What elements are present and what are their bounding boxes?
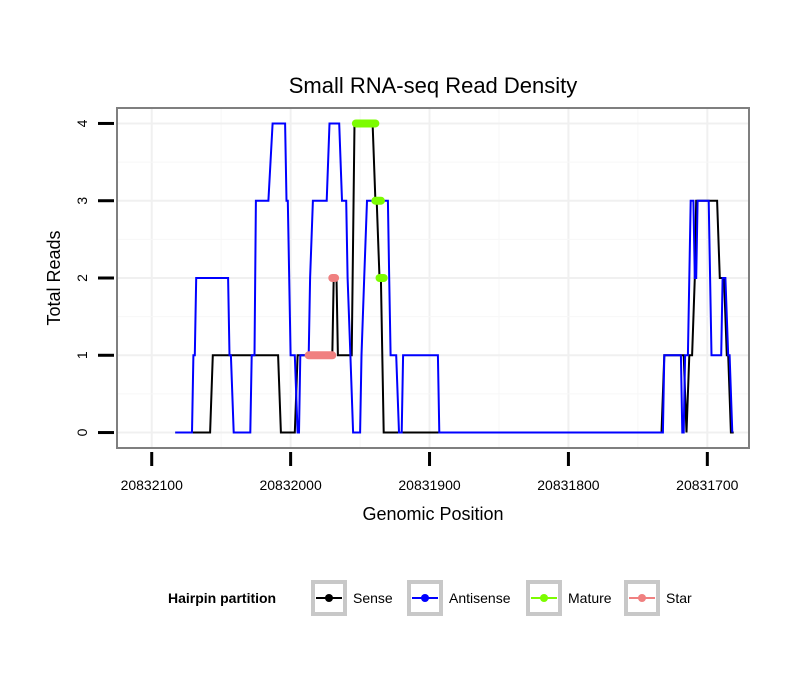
series-layer <box>175 119 734 434</box>
x-tick-label: 20831900 <box>398 477 461 493</box>
series-sense-line <box>175 122 734 434</box>
y-tick-label: 0 <box>74 428 90 436</box>
x-tick-label: 20831700 <box>676 477 739 493</box>
y-axis-title: Total Reads <box>44 230 64 325</box>
legend-label-sense: Sense <box>353 590 393 606</box>
x-tick-label: 20831800 <box>537 477 600 493</box>
legend-title: Hairpin partition <box>168 590 276 606</box>
legend-label-mature: Mature <box>568 590 612 606</box>
chart-title: Small RNA-seq Read Density <box>289 73 578 98</box>
legend-key-mature-dot <box>540 594 548 602</box>
legend-key-sense-dot <box>325 594 333 602</box>
legend-key-antisense-dot <box>421 594 429 602</box>
legend: Hairpin partition Sense Antisense Mature St… <box>168 580 692 616</box>
plot-border <box>116 107 750 449</box>
y-tick-label: 2 <box>74 274 90 282</box>
legend-label-star: Star <box>666 590 692 606</box>
x-tick-label: 20832000 <box>259 477 322 493</box>
y-tick-label: 1 <box>74 351 90 359</box>
y-tick-label: 3 <box>74 197 90 205</box>
y-axis: 0 1 2 3 4 <box>74 119 114 436</box>
y-tick-label: 4 <box>74 119 90 127</box>
x-axis-title: Genomic Position <box>362 504 503 524</box>
legend-key-star-dot <box>638 594 646 602</box>
legend-label-antisense: Antisense <box>449 590 511 606</box>
x-tick-label: 20832100 <box>121 477 184 493</box>
x-axis: 20832100 20832000 20831900 20831800 20831700 <box>121 452 739 493</box>
series-antisense-line <box>175 122 734 434</box>
